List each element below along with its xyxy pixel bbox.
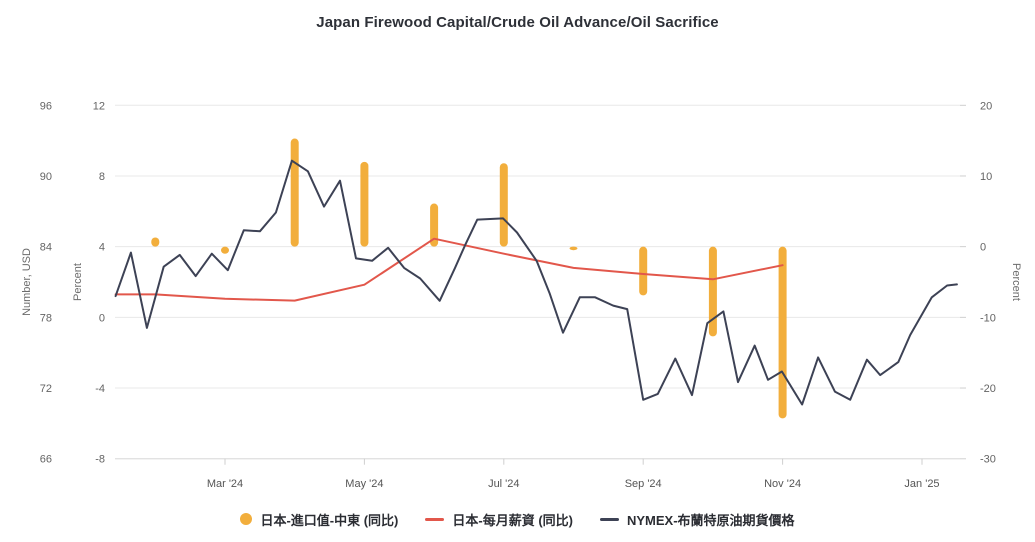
right-percent-tick-label: 10	[980, 171, 992, 183]
import-value-bar[interactable]	[221, 246, 229, 254]
chart-title: Japan Firewood Capital/Crude Oil Advance…	[316, 14, 719, 31]
legend-label: 日本-進口值-中東 (同比)	[260, 512, 399, 528]
left-usd-tick-label: 96	[40, 100, 52, 112]
import-value-bar[interactable]	[778, 246, 787, 419]
legend-item-2[interactable]: NYMEX-布蘭特原油期貨價格	[599, 510, 795, 529]
import-value-bar[interactable]	[151, 237, 160, 247]
legend-line-swatch	[425, 517, 445, 521]
legend-item-0[interactable]: 日本-進口值-中東 (同比)	[240, 510, 398, 529]
left-percent-tick-label: 8	[99, 171, 105, 183]
left-usd-tick-label: 90	[40, 171, 52, 183]
brent-futures-line[interactable]	[114, 159, 958, 406]
right-percent-tick-label: 0	[980, 242, 986, 254]
x-tick-label: Nov '24	[764, 478, 801, 490]
right-percent-tick-label: -30	[980, 454, 996, 466]
x-tick-label: Sep '24	[625, 478, 662, 490]
legend-line-swatch	[599, 517, 619, 521]
left-usd-tick-label: 66	[40, 454, 52, 466]
legend-circle-swatch	[240, 513, 253, 525]
x-tick-label: Jul '24	[488, 478, 519, 490]
legend: 日本-進口值-中東 (同比) 日本-每月薪資 (同比) NYMEX-布蘭特原油期貨價…	[0, 506, 1035, 532]
left-usd-tick-label: 72	[40, 383, 52, 395]
import-value-bar[interactable]	[569, 246, 578, 251]
import-value-bar[interactable]	[639, 246, 648, 296]
x-tick-label: Jan '25	[904, 478, 939, 490]
x-tick-label: Mar '24	[207, 478, 243, 490]
x-tick-label: May '24	[345, 478, 383, 490]
left-percent-tick-label: 0	[99, 312, 105, 324]
right-percent-tick-label: 20	[980, 100, 992, 112]
right-percent-tick-label: -20	[980, 383, 996, 395]
import-value-bar[interactable]	[430, 203, 439, 247]
legend-item-1[interactable]: 日本-每月薪資 (同比)	[425, 510, 573, 529]
import-value-bar[interactable]	[290, 138, 299, 247]
import-value-bar[interactable]	[360, 161, 369, 247]
left-percent-tick-label: 12	[93, 100, 105, 112]
axis-title-left-percent: Percent	[72, 263, 84, 301]
import-value-bar[interactable]	[708, 246, 717, 337]
right-percent-tick-label: -10	[980, 312, 996, 324]
left-usd-tick-label: 84	[40, 242, 52, 254]
left-percent-tick-label: 4	[99, 242, 105, 254]
axis-title-number-usd: Number, USD	[21, 248, 33, 316]
left-usd-tick-label: 78	[40, 312, 52, 324]
legend-label: NYMEX-布蘭特原油期貨價格	[626, 512, 795, 528]
wage-yoy-line[interactable]	[114, 237, 784, 302]
import-value-bar[interactable]	[499, 163, 508, 247]
left-percent-tick-label: -8	[95, 454, 105, 466]
left-percent-tick-label: -4	[95, 383, 105, 395]
axis-title-right-percent: Percent	[1010, 263, 1022, 301]
legend-label: 日本-每月薪資 (同比)	[452, 512, 573, 528]
